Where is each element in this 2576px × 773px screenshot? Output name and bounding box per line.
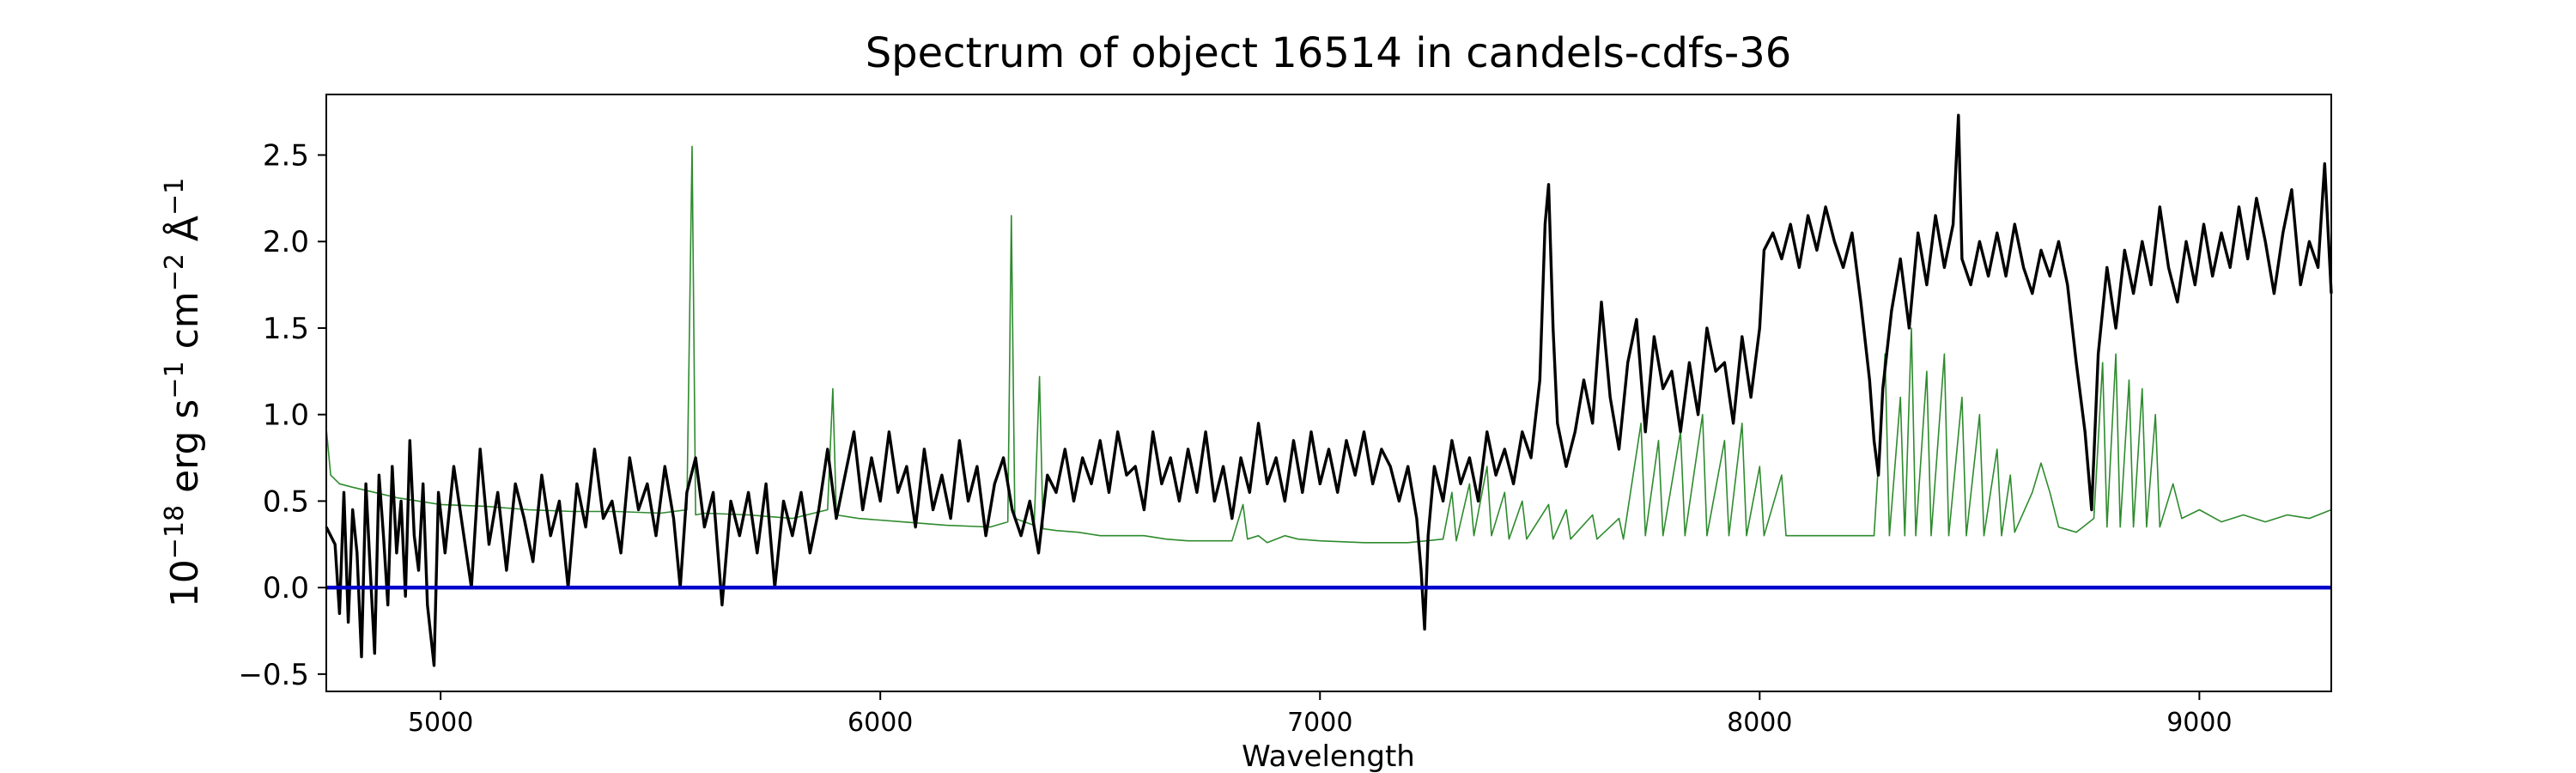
y-axis: −0.5 0.0 0.5 1.0 1.5 2.0 2.5	[238, 139, 326, 692]
y-axis-label-part-2: cm	[163, 291, 207, 361]
x-tick-label: 9000	[2166, 708, 2232, 738]
y-tick-label: 0.0	[263, 571, 309, 606]
series-line-noise	[325, 145, 2332, 544]
y-axis-label-part-1: erg s	[163, 399, 207, 505]
y-tick-label: 2.0	[263, 225, 309, 259]
y-tick-label: 1.5	[263, 312, 309, 346]
x-axis: 5000 6000 7000 8000 9000	[408, 691, 2233, 738]
x-tick-label: 5000	[408, 708, 473, 738]
y-axis-label-part-3: Å	[161, 216, 207, 253]
y-axis-label-exp-2: −1	[160, 361, 190, 399]
y-tick-label: 2.5	[263, 139, 309, 173]
y-axis-label-exp-3: −2	[160, 253, 190, 291]
x-axis-label: Wavelength	[1242, 740, 1415, 773]
x-tick-label: 8000	[1727, 708, 1792, 738]
y-tick-label: −0.5	[238, 658, 309, 692]
y-axis-label-exp-1: −18	[160, 505, 190, 559]
y-axis-label-base: 10	[163, 559, 207, 607]
series-line-flux	[325, 113, 2333, 667]
y-tick-label: 0.5	[263, 484, 309, 519]
y-axis-label: 10−18 erg s−1 cm−2 Å−1	[160, 178, 208, 607]
y-axis-label-exp-4: −1	[160, 178, 190, 216]
x-tick-label: 7000	[1287, 708, 1352, 738]
series-layer	[325, 113, 2333, 667]
y-tick-label: 1.0	[263, 399, 309, 433]
x-tick-label: 6000	[848, 708, 913, 738]
plot-frame	[325, 94, 2332, 692]
chart-title: Spectrum of object 16514 in candels-cdfs…	[866, 29, 1792, 77]
